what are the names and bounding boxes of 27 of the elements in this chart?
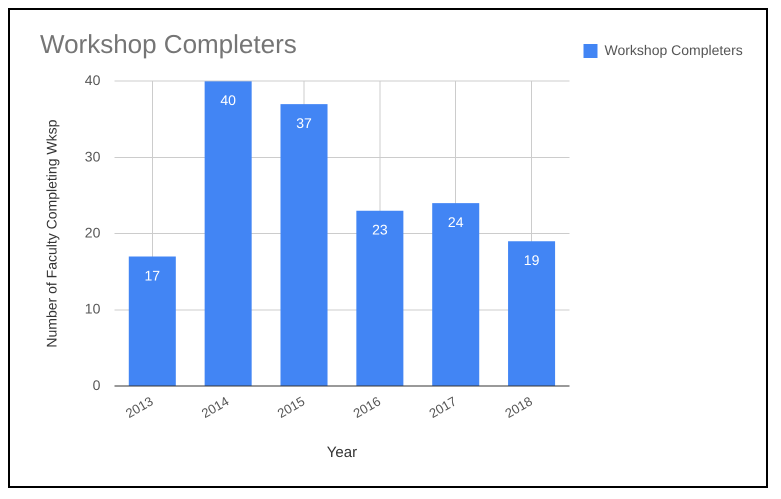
data-label: 17 bbox=[144, 267, 160, 284]
data-label: 37 bbox=[296, 114, 312, 131]
data-label: 24 bbox=[448, 214, 464, 230]
y-tick-label: 30 bbox=[84, 148, 101, 164]
y-tick-label: 10 bbox=[84, 300, 101, 317]
data-label: 40 bbox=[220, 92, 236, 108]
bar bbox=[128, 256, 176, 386]
x-tick-label: 2018 bbox=[502, 393, 535, 421]
x-axis-title: Year bbox=[326, 444, 358, 462]
legend-label: Workshop Completers bbox=[604, 42, 743, 58]
x-tick-label: 2015 bbox=[274, 393, 308, 421]
x-tick-label: 2013 bbox=[123, 393, 156, 421]
y-tick-label: 40 bbox=[84, 72, 101, 88]
chart-title: Workshop Completers bbox=[40, 28, 297, 59]
x-tick-label: 2014 bbox=[198, 393, 232, 421]
y-axis-title: Number of Faculty Completing Wksp bbox=[43, 119, 60, 348]
bar bbox=[280, 104, 328, 386]
bar bbox=[508, 241, 556, 386]
x-tick-label: 2016 bbox=[350, 393, 384, 421]
bar bbox=[204, 81, 252, 386]
x-tick-label: 2017 bbox=[426, 393, 460, 421]
bar bbox=[432, 203, 480, 386]
y-tick-label: 20 bbox=[84, 224, 101, 240]
data-label: 23 bbox=[372, 222, 388, 238]
bar bbox=[356, 210, 404, 386]
data-label: 19 bbox=[524, 252, 540, 268]
y-tick-label: 0 bbox=[92, 376, 101, 393]
